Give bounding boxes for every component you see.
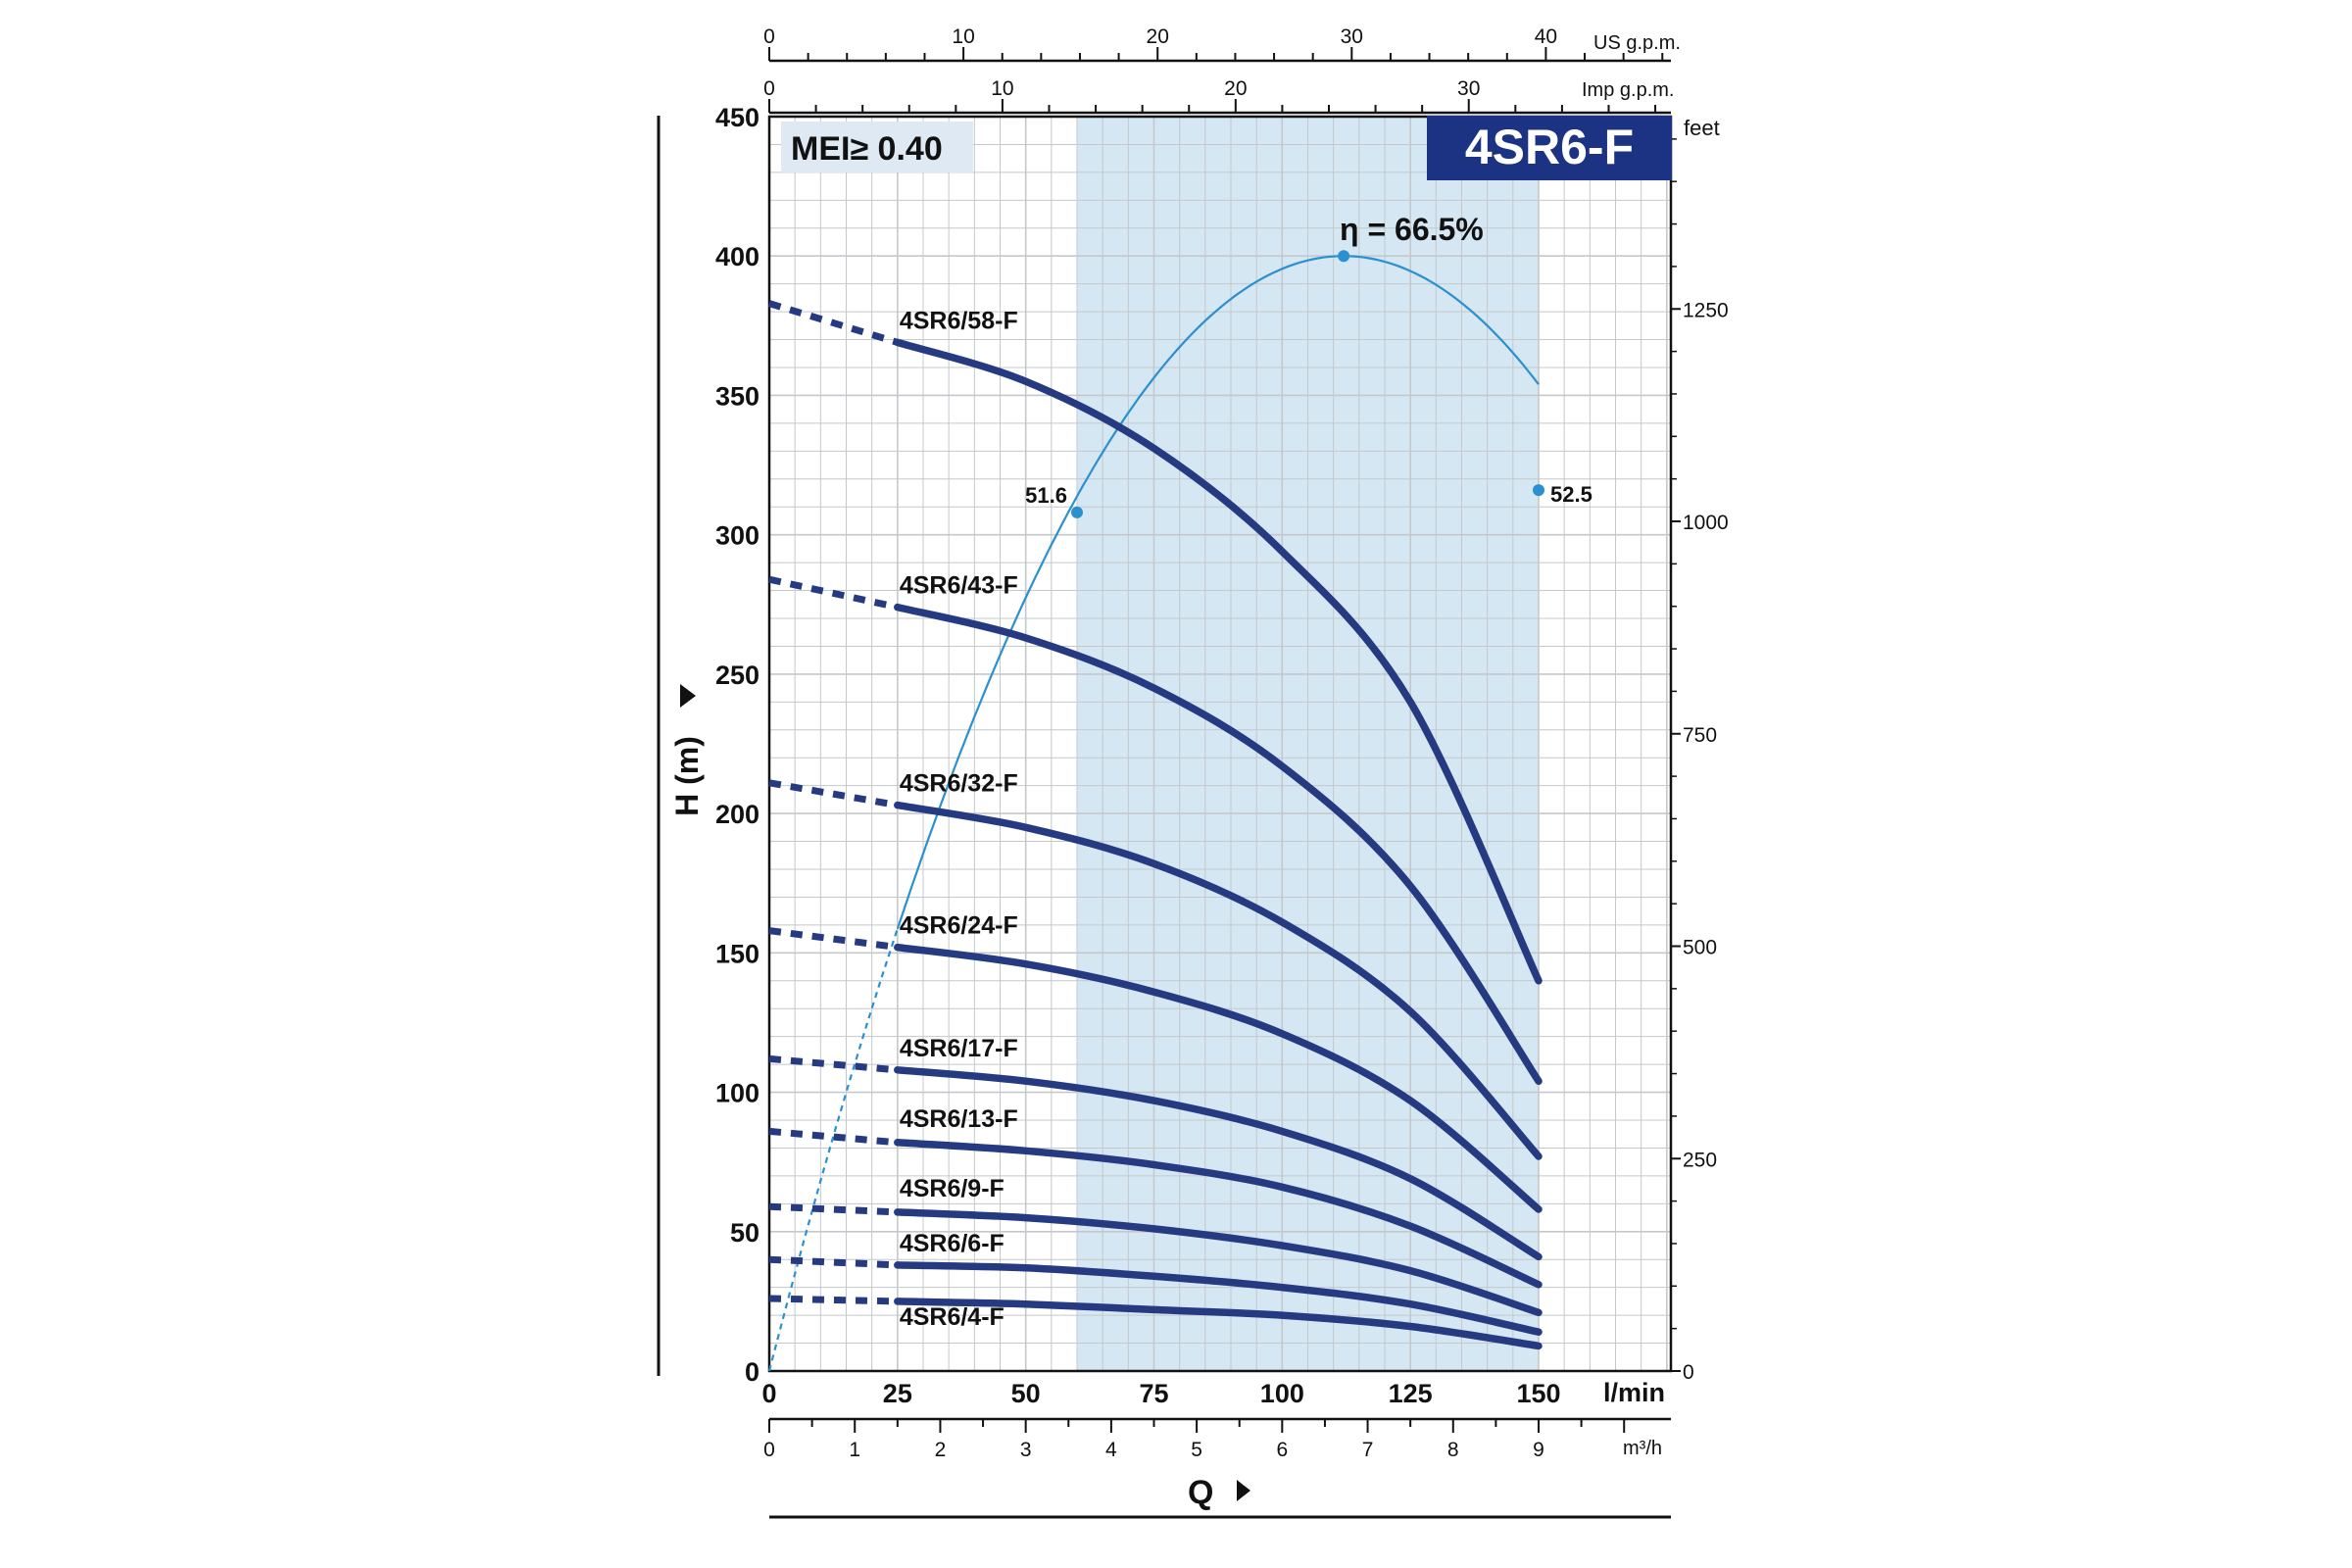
performance-curve-extrapolated [768, 1202, 898, 1216]
x-unit-m3h: m³/h [1623, 1438, 1662, 1459]
m3h-tick-label: 7 [1362, 1439, 1374, 1461]
series-label: 4SR6/17-F [900, 1035, 1018, 1062]
performance-curve-extrapolated [768, 1255, 898, 1269]
y-tick-label: 100 [715, 1079, 760, 1108]
performance-curve-extrapolated [768, 575, 899, 612]
series-label: 4SR6/6-F [900, 1230, 1004, 1257]
series-label: 4SR6/24-F [900, 912, 1018, 940]
efficiency-annotation-label: 52.5 [1550, 482, 1592, 507]
performance-curve [894, 1298, 1543, 1350]
y-tick-label: 350 [715, 381, 760, 411]
m3h-tick-label: 0 [763, 1439, 775, 1461]
mei-box [781, 122, 973, 172]
y-tick-label: 250 [715, 661, 760, 690]
x-tick-label: 0 [761, 1379, 776, 1408]
series-label: 4SR6/58-F [900, 307, 1018, 334]
performance-curve [894, 603, 1543, 1085]
x-tick-label: 75 [1139, 1379, 1168, 1408]
imp-gpm-tick-label: 10 [991, 77, 1013, 100]
y-tick-label: 300 [715, 521, 760, 551]
y-tick-label: 150 [715, 939, 760, 968]
feet-tick-label: 500 [1683, 937, 1717, 959]
y-axis-arrow-icon [680, 684, 696, 708]
top-axis-imp-label: Imp g.p.m. [1582, 79, 1674, 101]
x-tick-label: 150 [1516, 1379, 1560, 1408]
mei-label: MEI≥ 0.40 [791, 130, 943, 168]
performance-curve-extrapolated [768, 927, 899, 952]
efficiency-curve: 51.6 52.5 [767, 250, 1592, 1372]
m3h-tick-label: 2 [935, 1439, 947, 1461]
performance-curve [894, 1066, 1543, 1261]
y-axis-title: H (m) [669, 736, 705, 816]
m3h-tick-label: 9 [1533, 1439, 1544, 1461]
y-tick-label: 50 [730, 1218, 760, 1248]
plot-frame [767, 115, 1673, 1373]
m3h-tick-label: 1 [849, 1439, 860, 1461]
m3h-tick-label: 8 [1447, 1439, 1459, 1461]
series-label: 4SR6/13-F [900, 1105, 1018, 1133]
efficiency-peak-point [1338, 250, 1350, 263]
performance-curve [894, 1261, 1543, 1336]
feet-tick-label: 0 [1683, 1361, 1694, 1384]
performance-curve [894, 338, 1543, 985]
efficiency-point [1071, 506, 1083, 518]
performance-curve [894, 943, 1543, 1213]
feet-tick-label: 1000 [1683, 512, 1729, 534]
m3h-tick-label: 4 [1105, 1439, 1117, 1461]
imp-gpm-tick-label: 20 [1224, 77, 1247, 100]
efficiency-point [1533, 484, 1544, 497]
efficiency-curve-extrapolated [767, 928, 899, 1372]
y-tick-label: 400 [715, 242, 760, 271]
x-tick-label: 25 [883, 1379, 912, 1408]
feet-tick-label: 250 [1683, 1149, 1717, 1171]
us-gpm-tick-label: 30 [1341, 25, 1363, 48]
performance-curve-extrapolated [767, 300, 899, 346]
performance-curves: 4SR6/58-F 4SR6/43-F 4SR6/32-F 4SR6/24-F 4SR6… [767, 300, 1543, 1350]
series-label: 4SR6/43-F [900, 572, 1018, 600]
efficiency-peak-label: η = 66.5% [1340, 212, 1484, 247]
x-tick-label: 100 [1260, 1379, 1304, 1408]
efficiency-annotation-label: 51.6 [1025, 483, 1067, 508]
imp-gpm-tick-label: 0 [763, 77, 775, 100]
top-axis-us-label: US g.p.m. [1593, 32, 1681, 54]
right-axis-unit-feet: feet [1684, 116, 1720, 140]
y-tick-label: 450 [715, 103, 760, 132]
us-gpm-tick-label: 20 [1147, 25, 1169, 48]
m3h-tick-label: 6 [1276, 1439, 1288, 1461]
y-tick-label: 200 [715, 800, 760, 829]
performance-curve-extrapolated [768, 779, 899, 809]
model-badge [1427, 116, 1672, 180]
series-label: 4SR6/4-F [900, 1303, 1004, 1331]
performance-curve [894, 801, 1543, 1160]
model-badge-label: 4SR6-F [1465, 120, 1634, 174]
series-label: 4SR6/9-F [900, 1175, 1004, 1202]
axes: 0501001502002503003504004500250500750100… [715, 25, 1729, 1461]
x-tick-label: 125 [1389, 1379, 1433, 1408]
us-gpm-tick-label: 10 [952, 25, 974, 48]
performance-curve [894, 1139, 1543, 1289]
us-gpm-tick-label: 0 [763, 25, 775, 48]
performance-curve [894, 1208, 1543, 1317]
imp-gpm-tick-label: 30 [1457, 77, 1480, 100]
m3h-tick-label: 3 [1020, 1439, 1032, 1461]
feet-tick-label: 750 [1683, 724, 1717, 747]
x-unit-lmin: l/min [1603, 1378, 1665, 1407]
plot-border [767, 115, 1673, 1373]
m3h-tick-label: 5 [1191, 1439, 1202, 1461]
us-gpm-tick-label: 40 [1535, 25, 1557, 48]
series-label: 4SR6/32-F [900, 770, 1018, 798]
x-axis-arrow-icon [1237, 1480, 1250, 1501]
grid [768, 116, 1671, 1372]
x-tick-label: 50 [1011, 1379, 1041, 1408]
feet-tick-label: 1250 [1683, 299, 1729, 321]
performance-curve-extrapolated [768, 1295, 898, 1305]
y-tick-label: 0 [745, 1357, 760, 1387]
efficiency-curve-line [896, 255, 1540, 930]
x-axis-title: Q [1188, 1474, 1213, 1511]
